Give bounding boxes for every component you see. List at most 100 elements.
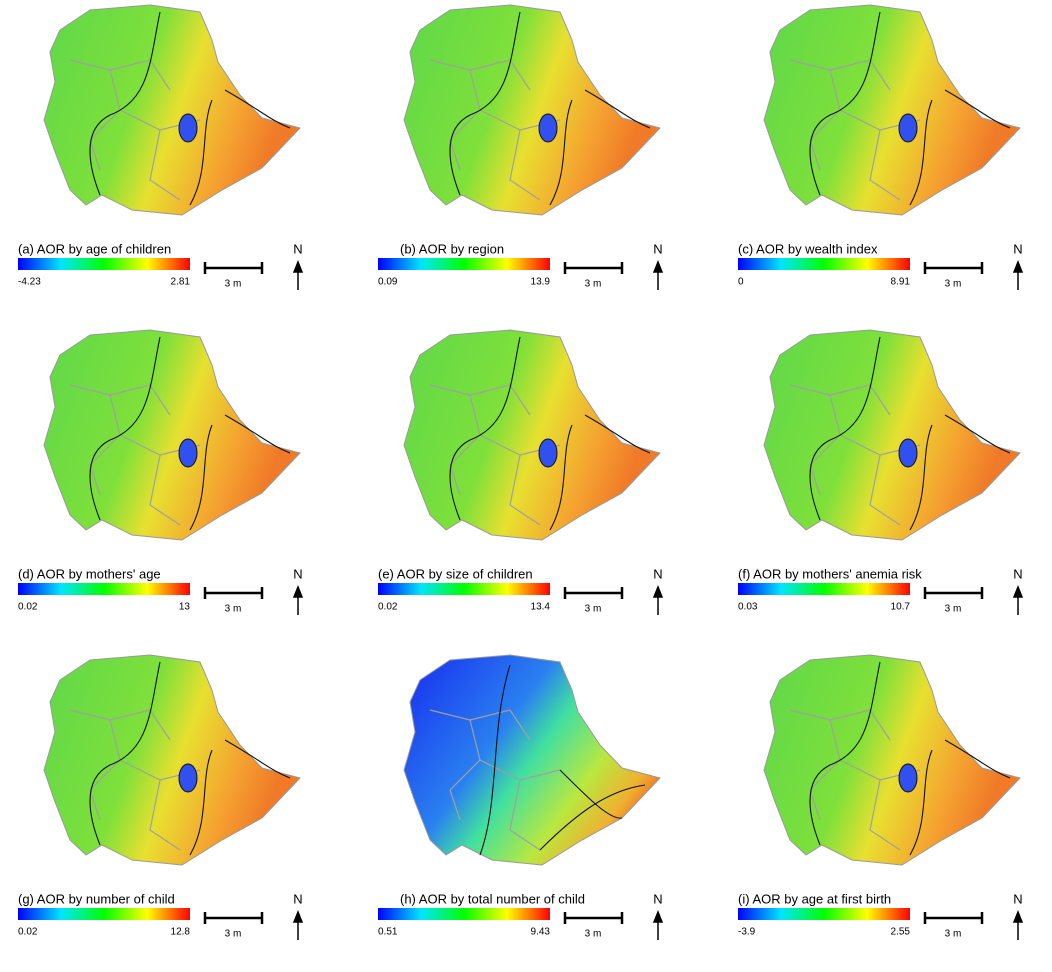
north-arrow: [652, 584, 664, 615]
north-label: N: [293, 891, 302, 906]
north-label: N: [1013, 241, 1022, 256]
contour: [809, 11, 1011, 206]
map-surface: [43, 4, 301, 216]
map-surface: [763, 654, 1021, 866]
north-arrow: [1012, 259, 1024, 290]
scale-label: 3 m: [225, 929, 242, 940]
legend-max: 10.7: [891, 602, 911, 613]
north-arrow: [652, 909, 664, 940]
contour: [809, 336, 1011, 531]
scale-label: 3 m: [585, 604, 602, 615]
contour: [89, 336, 291, 531]
color-bar: [738, 258, 910, 270]
contour: [178, 438, 198, 468]
scale-label: 3 m: [225, 604, 242, 615]
legend-min: 0.51: [378, 927, 398, 938]
color-bar: [18, 908, 190, 920]
map-panel: (h) AOR by total number of child 0.51 9.43…: [378, 654, 664, 940]
scale-bar: [563, 912, 624, 924]
legend-max: 13.4: [531, 602, 551, 613]
scale-label: 3 m: [225, 279, 242, 290]
map-panel: (d) AOR by mothers' age 0.02 13 3 m N: [18, 329, 304, 615]
legend-min: -4.23: [18, 277, 41, 288]
legend-title: (b) AOR by region: [400, 241, 504, 256]
scale-label: 3 m: [585, 929, 602, 940]
legend-min: 0.02: [18, 602, 38, 613]
contour: [898, 763, 918, 793]
legend-min: 0.02: [378, 602, 398, 613]
scale-label: 3 m: [585, 279, 602, 290]
scale-label: 3 m: [945, 279, 962, 290]
color-bar: [378, 908, 550, 920]
contour: [898, 113, 918, 143]
map-surface: [403, 329, 661, 541]
map-surface: [403, 654, 661, 866]
map-panel: (g) AOR by number of child 0.02 12.8 3 m N: [18, 654, 304, 940]
scale-bar: [203, 262, 264, 274]
scale-bar: [203, 912, 264, 924]
scale-bar: [923, 587, 984, 599]
legend-title: (h) AOR by total number of child: [400, 891, 585, 906]
scale-label: 3 m: [945, 604, 962, 615]
north-label: N: [1013, 566, 1022, 581]
contour: [898, 438, 918, 468]
map-panel: (a) AOR by age of children -4.23 2.81 3 m N: [18, 4, 304, 290]
legend-max: 2.81: [171, 277, 191, 288]
scale-bar: [923, 262, 984, 274]
contour: [89, 11, 291, 206]
legend-title: (e) AOR by size of children: [378, 566, 533, 581]
legend-max: 13.9: [531, 277, 551, 288]
map-panel: (i) AOR by age at first birth -3.9 2.55 3 m…: [738, 654, 1024, 940]
contour: [538, 113, 558, 143]
region-boundary: [429, 709, 561, 851]
legend-title: (d) AOR by mothers' age: [18, 566, 161, 581]
legend-max: 9.43: [531, 927, 551, 938]
north-label: N: [653, 566, 662, 581]
north-arrow: [1012, 909, 1024, 940]
map-surface: [763, 329, 1021, 541]
north-arrow: [652, 259, 664, 290]
color-bar: [18, 583, 190, 595]
legend-min: 0: [738, 277, 744, 288]
north-arrow: [292, 909, 304, 940]
legend-max: 2.55: [891, 927, 911, 938]
map-panel: (c) AOR by wealth index 0 8.91 3 m N: [738, 4, 1024, 290]
map-panel: (f) AOR by mothers' anemia risk 0.03 10.7 3…: [738, 329, 1024, 615]
legend-min: 0.02: [18, 927, 38, 938]
legend-min: 0.03: [738, 602, 758, 613]
contour: [479, 664, 646, 856]
north-label: N: [293, 241, 302, 256]
scale-bar: [203, 587, 264, 599]
color-bar: [738, 908, 910, 920]
north-label: N: [653, 241, 662, 256]
legend-max: 13: [179, 602, 191, 613]
scale-bar: [563, 262, 624, 274]
legend-min: -3.9: [738, 927, 756, 938]
map-surface: [43, 329, 301, 541]
color-bar: [18, 258, 190, 270]
legend-title: (a) AOR by age of children: [18, 241, 171, 256]
legend-min: 0.09: [378, 277, 398, 288]
north-label: N: [293, 566, 302, 581]
scale-bar: [563, 587, 624, 599]
scale-bar: [923, 912, 984, 924]
legend-title: (g) AOR by number of child: [18, 891, 175, 906]
legend-title: (c) AOR by wealth index: [738, 241, 878, 256]
contour: [89, 661, 291, 856]
contour: [178, 113, 198, 143]
north-arrow: [292, 584, 304, 615]
color-bar: [738, 583, 910, 595]
map-panel: (b) AOR by region 0.09 13.9 3 m N: [378, 4, 664, 290]
map-surface: [763, 4, 1021, 216]
legend-title: (i) AOR by age at first birth: [738, 891, 891, 906]
legend-title: (f) AOR by mothers' anemia risk: [738, 566, 922, 581]
color-bar: [378, 258, 550, 270]
map-surface: [403, 4, 661, 216]
north-arrow: [1012, 584, 1024, 615]
contour: [449, 336, 651, 531]
contour: [538, 438, 558, 468]
scale-label: 3 m: [945, 929, 962, 940]
map-surface: [43, 654, 301, 866]
contour: [809, 661, 1011, 856]
map-panel: (e) AOR by size of children 0.02 13.4 3 m N: [378, 329, 664, 615]
